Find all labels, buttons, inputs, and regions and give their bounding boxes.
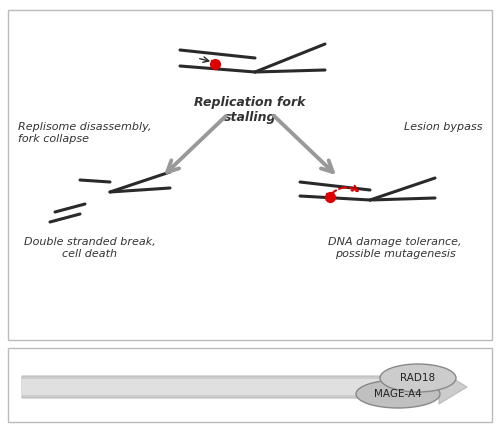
FancyArrow shape [22, 370, 467, 404]
Ellipse shape [380, 364, 456, 392]
Bar [8, 10, 492, 340]
Text: MAGE-A4: MAGE-A4 [374, 389, 422, 399]
Text: Double stranded break,
cell death: Double stranded break, cell death [24, 237, 156, 259]
Text: DNA damage tolerance,
possible mutagenesis: DNA damage tolerance, possible mutagenes… [328, 237, 462, 259]
Ellipse shape [356, 380, 440, 408]
Text: Lesion bypass: Lesion bypass [404, 122, 482, 132]
Text: Replisome disassembly,
fork collapse: Replisome disassembly, fork collapse [18, 122, 152, 143]
Bar [8, 348, 492, 422]
Text: Replication fork
stalling: Replication fork stalling [194, 96, 306, 124]
Text: RAD18: RAD18 [400, 373, 436, 383]
FancyArrow shape [22, 379, 437, 395]
